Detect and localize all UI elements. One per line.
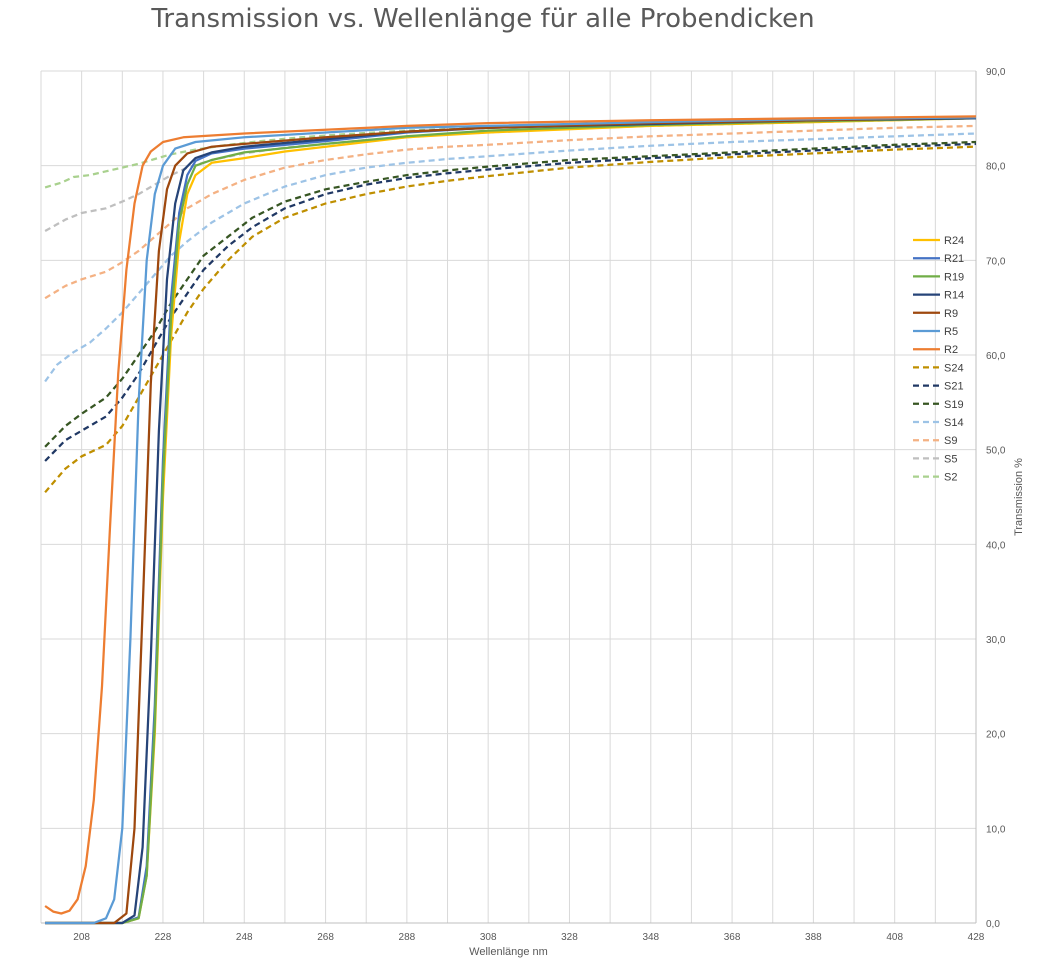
x-tick-label: 388: [805, 932, 822, 943]
legend-label-S2: S2: [944, 472, 957, 484]
legend-label-R21: R21: [944, 253, 964, 265]
x-tick-label: 428: [968, 932, 985, 943]
y-tick-label: 0,0: [986, 919, 1000, 930]
x-tick-label: 268: [317, 932, 334, 943]
legend-label-S19: S19: [944, 399, 964, 411]
x-tick-label: 208: [73, 932, 90, 943]
series-line-R14: [45, 117, 977, 925]
x-tick-label: 348: [642, 932, 659, 943]
series-line-R9: [45, 116, 977, 925]
x-tick-label: 228: [155, 932, 172, 943]
y-tick-label: 70,0: [986, 256, 1006, 267]
x-axis-title: Wellenlänge nm: [469, 946, 548, 958]
legend-label-S24: S24: [944, 362, 964, 374]
series-line-R5: [45, 116, 977, 925]
chart-title: Transmission vs. Wellenlänge für alle Pr…: [151, 4, 815, 34]
series-line-S19: [44, 140, 977, 448]
y-tick-label: 80,0: [986, 162, 1006, 173]
legend-label-S21: S21: [944, 381, 964, 393]
x-tick-label: 328: [561, 932, 578, 943]
y-axis-title: Transmission %: [1013, 458, 1025, 536]
legend-label-R24: R24: [944, 235, 964, 247]
y-tick-label: 50,0: [986, 446, 1006, 457]
legend-label-R19: R19: [944, 271, 964, 283]
x-axis-ticks: 208 228 248 268 288 308 328 348 368 388 408 428: [73, 932, 984, 943]
x-tick-label: 248: [236, 932, 253, 943]
series-line-R2: [44, 115, 977, 915]
legend-label-R2: R2: [944, 344, 958, 356]
series-line-S14: [44, 132, 977, 383]
x-tick-label: 408: [886, 932, 903, 943]
legend-label-S9: S9: [944, 435, 957, 447]
y-tick-label: 10,0: [986, 824, 1006, 835]
y-tick-label: 20,0: [986, 730, 1006, 741]
series-line-R19: [45, 117, 977, 925]
series-line-S9: [44, 124, 977, 300]
x-tick-label: 368: [724, 932, 741, 943]
y-tick-label: 30,0: [986, 635, 1006, 646]
legend-label-R5: R5: [944, 326, 958, 338]
legend-label-R9: R9: [944, 308, 958, 320]
series-line-S24: [44, 145, 977, 494]
legend-label-R14: R14: [944, 290, 964, 302]
legend-label-S14: S14: [944, 417, 964, 429]
legend-label-S5: S5: [944, 453, 957, 465]
x-tick-label: 288: [399, 932, 416, 943]
y-axis-ticks: 0,0 10,0 20,0 30,0 40,0 50,0 60,0 70,0 80,0 90,0: [986, 67, 1006, 930]
series-line-R24: [45, 117, 977, 925]
series-lines: [44, 115, 977, 925]
x-tick-label: 308: [480, 932, 497, 943]
y-tick-label: 60,0: [986, 351, 1006, 362]
y-tick-label: 90,0: [986, 67, 1006, 78]
series-line-R21: [45, 117, 977, 925]
y-tick-label: 40,0: [986, 540, 1006, 551]
legend: R24 R21 R19 R14 R9 R5 R2 S24 S21 S19 S14 S9 S5 S2: [913, 235, 964, 484]
